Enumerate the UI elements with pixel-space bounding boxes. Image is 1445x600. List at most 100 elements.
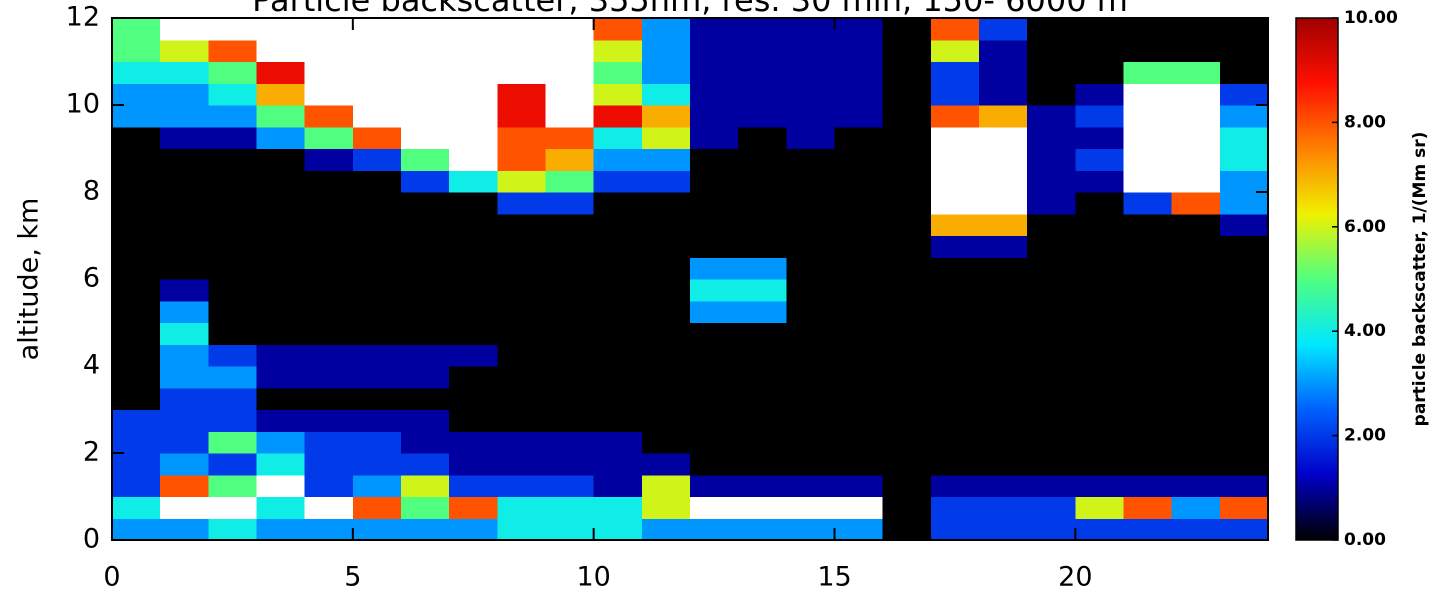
heatmap-cell [256,39,306,62]
heatmap-cell [930,344,980,367]
heatmap-cell [786,279,835,302]
heatmap-cell [834,83,884,106]
heatmap-cell [1123,474,1173,497]
x-tick-label: 10 [576,562,610,593]
heatmap-cell [208,192,257,215]
heatmap-cell [160,322,209,345]
heatmap-cell [545,257,595,280]
heatmap-cell [1123,213,1173,236]
heatmap-cell [112,83,161,106]
heatmap-cell [401,192,450,215]
heatmap-cell [304,409,354,432]
heatmap-cell [786,322,835,345]
colorbar-tick-label: 4.00 [1344,321,1386,341]
heatmap-cell [1219,235,1269,258]
heatmap-cell [834,18,884,41]
heatmap-cell [401,83,450,106]
heatmap-cell [738,279,787,302]
heatmap-cell [738,300,787,323]
heatmap-cell [1075,105,1124,128]
heatmap-cell [930,322,980,345]
heatmap-cell [112,431,161,454]
heatmap-cell [497,105,546,128]
heatmap-cell [1123,61,1173,84]
heatmap-cell [208,170,257,193]
heatmap-cell [979,105,1028,128]
heatmap-cell [979,518,1028,541]
heatmap-cell [786,409,835,432]
heatmap-cell [834,518,884,541]
heatmap-cell [979,387,1028,410]
heatmap-cell [256,431,306,454]
heatmap-cell [882,474,932,497]
heatmap-cell [208,83,257,106]
heatmap-cell [979,366,1028,389]
heatmap-cell [256,105,306,128]
heatmap-cell [256,344,306,367]
heatmap-cell [882,257,932,280]
heatmap-cell [1075,453,1124,476]
heatmap-cell [208,18,257,41]
heatmap-cell [1219,148,1269,171]
heatmap-cell [1027,409,1076,432]
heatmap-cell [882,148,932,171]
heatmap-cell [545,453,595,476]
heatmap-cell [449,322,498,345]
heatmap-cell [352,322,402,345]
heatmap-cell [834,344,884,367]
heatmap-cell [593,18,643,41]
heatmap-cell [160,518,209,541]
heatmap-cell [690,322,739,345]
heatmap-cell [545,474,595,497]
heatmap-cell [352,235,402,258]
heatmap-cell [545,235,595,258]
heatmap-cell [641,366,691,389]
heatmap-cell [882,387,932,410]
heatmap-cell [1171,126,1221,149]
heatmap-cell [1075,322,1124,345]
heatmap-cell [834,105,884,128]
heatmap-cell [834,300,884,323]
heatmap-cell [882,322,932,345]
heatmap-cell [256,279,306,302]
heatmap-cell [834,148,884,171]
x-tick-label: 20 [1058,562,1092,593]
heatmap-cell [738,518,787,541]
heatmap-cell [593,409,643,432]
heatmap-cell [208,279,257,302]
heatmap-cell [882,213,932,236]
heatmap-cell [304,453,354,476]
heatmap-cell [160,409,209,432]
heatmap-cell [256,496,306,519]
heatmap-cell [1027,192,1076,215]
heatmap-cell [304,474,354,497]
heatmap-cell [930,496,980,519]
heatmap-cell [738,18,787,41]
heatmap-cell [401,387,450,410]
heatmap-cell [641,474,691,497]
heatmap-cell [160,105,209,128]
heatmap-cell [545,300,595,323]
heatmap-cell [1219,213,1269,236]
heatmap-cell [304,279,354,302]
colorbar-tick-label: 10.00 [1344,8,1398,28]
heatmap-cell [1219,192,1269,215]
heatmap-cell [304,322,354,345]
heatmap-cell [352,300,402,323]
heatmap-cell [401,409,450,432]
heatmap-cell [1123,148,1173,171]
heatmap-cell [1219,126,1269,149]
heatmap-cell [834,257,884,280]
heatmap-cell [352,105,402,128]
heatmap-cell [256,322,306,345]
heatmap-cell [545,387,595,410]
heatmap-cell [1123,126,1173,149]
heatmap-cell [930,518,980,541]
heatmap-cell [979,61,1028,84]
heatmap-cell [593,366,643,389]
heatmap-cell [1027,474,1076,497]
heatmap-cell [208,300,257,323]
heatmap-cell [593,148,643,171]
heatmap-cell [1027,300,1076,323]
